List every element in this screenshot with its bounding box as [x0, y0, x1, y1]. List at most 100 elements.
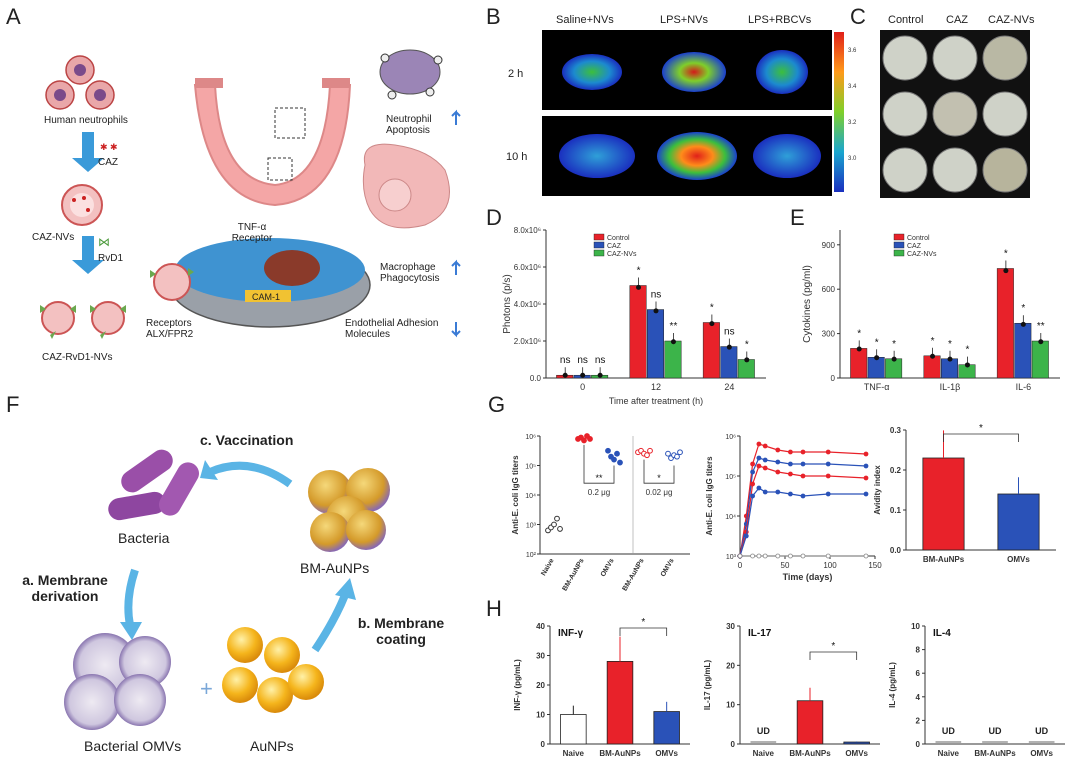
x-tick-label: Naive: [753, 749, 775, 758]
b-imaging-grid: [542, 30, 832, 196]
chart-e: 0 300 600 900 Cytokines (pg/ml) TNF-α IL-1β IL-…: [802, 230, 1060, 392]
series-line: [739, 487, 866, 557]
plate: [932, 35, 978, 81]
series-line: [739, 443, 867, 557]
bar: [647, 309, 664, 379]
omvs-point: [665, 450, 671, 457]
y-tick-label: 4.0x10⁶: [514, 300, 541, 309]
panel-label-g: G: [488, 392, 506, 417]
x-tick-label: BM-AuNPs: [789, 749, 831, 758]
series-point: [825, 473, 831, 479]
plate: [932, 147, 978, 193]
arrow-membrane-derivation: [124, 568, 139, 626]
data-point: [964, 362, 970, 368]
y-axis-title: INF-γ (pg/mL): [513, 659, 522, 711]
bar: [1014, 322, 1032, 379]
x-tick-label: Naive: [540, 557, 555, 577]
arrow-down-2: [72, 236, 104, 274]
bar: [796, 700, 824, 745]
plate: [982, 35, 1028, 81]
legend-label: CAZ-NVs: [907, 251, 937, 258]
y-tick-label: 0: [831, 374, 836, 383]
legend-label: CAZ: [907, 243, 922, 250]
neutrophil-apoptosis-illustration: [379, 49, 443, 100]
data-point: [597, 372, 603, 378]
significance-label: *: [966, 345, 970, 356]
y-tick-label: 4: [916, 693, 921, 702]
bar: [941, 358, 958, 379]
chart-d: 0.0 2.0x10⁶ 4.0x10⁶ 6.0x10⁶ 8.0x10⁶ Photons (…: [502, 226, 766, 406]
nanovesicle-near-cell-illustration: [150, 263, 194, 301]
omvs-point: [605, 447, 611, 454]
label-receptors: Receptors ALX/FPR2: [146, 318, 194, 340]
series-point: [743, 533, 749, 539]
y-tick-label: 0.1: [890, 506, 902, 515]
arrow-up-apoptosis: [451, 109, 461, 125]
label-caz-nvs: CAZ-NVs: [32, 232, 75, 243]
y-tick-label: 6.0x10⁶: [514, 263, 541, 272]
significance-bracket: [809, 651, 858, 660]
series-point: [775, 459, 781, 465]
bar: [923, 355, 941, 379]
panel-label-a: A: [6, 4, 21, 29]
y-tick-label: 10⁴: [525, 493, 536, 500]
data-point: [636, 284, 642, 290]
y-tick-label: 10: [726, 701, 735, 710]
y-tick-label: 2: [916, 716, 921, 725]
plate: [932, 91, 978, 137]
label-neutrophil-apoptosis: Neutrophil Apoptosis: [386, 114, 432, 136]
plate: [882, 35, 928, 81]
series-point: [863, 451, 869, 457]
series-point: [825, 449, 831, 455]
significance-label: *: [1021, 303, 1025, 314]
y-tick-label: 900: [822, 241, 836, 250]
significance-label: ns: [595, 355, 606, 366]
plate: [882, 147, 928, 193]
panel-label-c: C: [850, 4, 866, 29]
y-tick-label: 10: [911, 622, 920, 631]
x-tick-label: OMVs: [1007, 555, 1030, 564]
data-point: [891, 356, 897, 362]
omvs-point: [611, 456, 617, 463]
y-tick-label: 0.2: [890, 466, 902, 475]
series-point: [788, 553, 793, 559]
y-tick-label: 0: [541, 740, 546, 749]
series-point: [737, 553, 743, 559]
dose-label: 0.02 μg: [646, 488, 673, 497]
significance-label: ns: [577, 355, 588, 366]
significance-label: *: [710, 303, 714, 314]
series-point: [788, 491, 793, 497]
b-col-label-2: LPS+NVs: [660, 14, 708, 26]
y-tick-label: 10³: [726, 554, 737, 561]
chart-g2: 10³ 10⁴ 10⁵ 10⁶ 0 50 100 150 Time (days) Anti-E. …: [705, 434, 882, 582]
significance-label: *: [892, 339, 896, 350]
significance-label: *: [1004, 248, 1008, 259]
series-point: [756, 441, 762, 447]
x-tick-label: OMVs: [845, 749, 868, 758]
y-axis-title: Cytokines (pg/ml): [802, 265, 813, 343]
b-lung-10h-lps-rbcvs: [753, 134, 821, 178]
data-point: [580, 372, 586, 378]
x-tick-label: IL-6: [1016, 382, 1032, 392]
y-tick-label: 10: [536, 711, 545, 720]
data-point: [562, 372, 568, 378]
data-point: [930, 353, 936, 359]
label-bacterial-omvs: Bacterial OMVs: [84, 738, 182, 754]
omvs-point: [677, 449, 683, 456]
data-point: [874, 355, 880, 361]
label-human-neutrophils: Human neutrophils: [44, 115, 128, 126]
legend-swatch: [593, 233, 605, 241]
legend-label: CAZ-NVs: [607, 251, 637, 258]
series-point: [762, 553, 768, 559]
label-caz-rvd1-nvs: CAZ-RvD1-NVs: [42, 352, 113, 363]
y-tick-label: 20: [726, 661, 735, 670]
legend-label: Control: [907, 235, 930, 242]
bm-aunps-point: [581, 437, 587, 444]
panel-label-h: H: [486, 596, 502, 621]
x-tick-label: BM-AuNPs: [974, 749, 1016, 758]
bar: [629, 285, 647, 379]
series-point: [750, 461, 755, 467]
label-tnf-receptor: TNF-α Receptor: [231, 222, 273, 244]
series-point: [863, 463, 869, 469]
series-line: [739, 457, 867, 557]
